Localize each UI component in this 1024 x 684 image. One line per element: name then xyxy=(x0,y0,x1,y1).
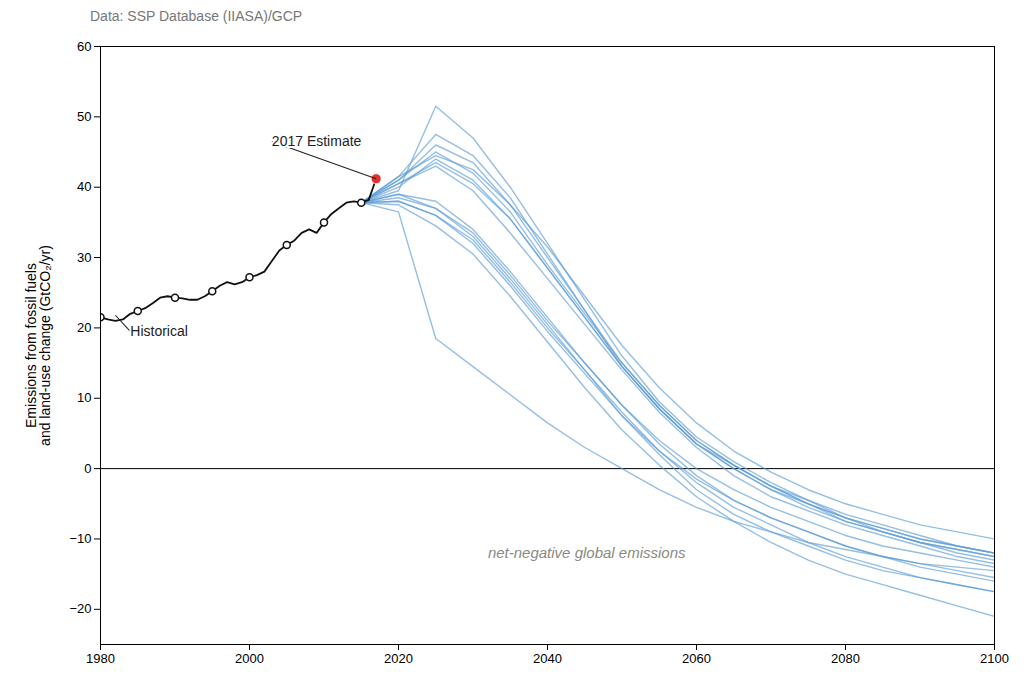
svg-text:2100: 2100 xyxy=(980,651,1009,666)
svg-text:2000: 2000 xyxy=(235,651,264,666)
svg-text:30: 30 xyxy=(77,250,91,265)
svg-text:−10: −10 xyxy=(69,531,91,546)
svg-text:2017 Estimate: 2017 Estimate xyxy=(272,133,362,149)
svg-text:−20: −20 xyxy=(69,601,91,616)
html-text:Data: SSP Database (IIASA)/GCP: Data: SSP Database (IIASA)/GCP xyxy=(90,8,303,24)
svg-text:2020: 2020 xyxy=(384,651,413,666)
svg-text:20: 20 xyxy=(77,320,91,335)
svg-text:1980: 1980 xyxy=(86,651,115,666)
svg-text:10: 10 xyxy=(77,390,91,405)
svg-text:2080: 2080 xyxy=(831,651,860,666)
svg-text:Emissions from fossil fuelsand: Emissions from fossil fuelsand land-use … xyxy=(23,245,53,446)
svg-text:2040: 2040 xyxy=(533,651,562,666)
svg-text:50: 50 xyxy=(77,109,91,124)
svg-text:60: 60 xyxy=(77,39,91,54)
svg-text:Historical: Historical xyxy=(130,323,188,339)
svg-text:net-negative global emissions: net-negative global emissions xyxy=(488,544,686,561)
svg-text:2060: 2060 xyxy=(682,651,711,666)
svg-text:40: 40 xyxy=(77,179,91,194)
svg-text:0: 0 xyxy=(84,461,91,476)
